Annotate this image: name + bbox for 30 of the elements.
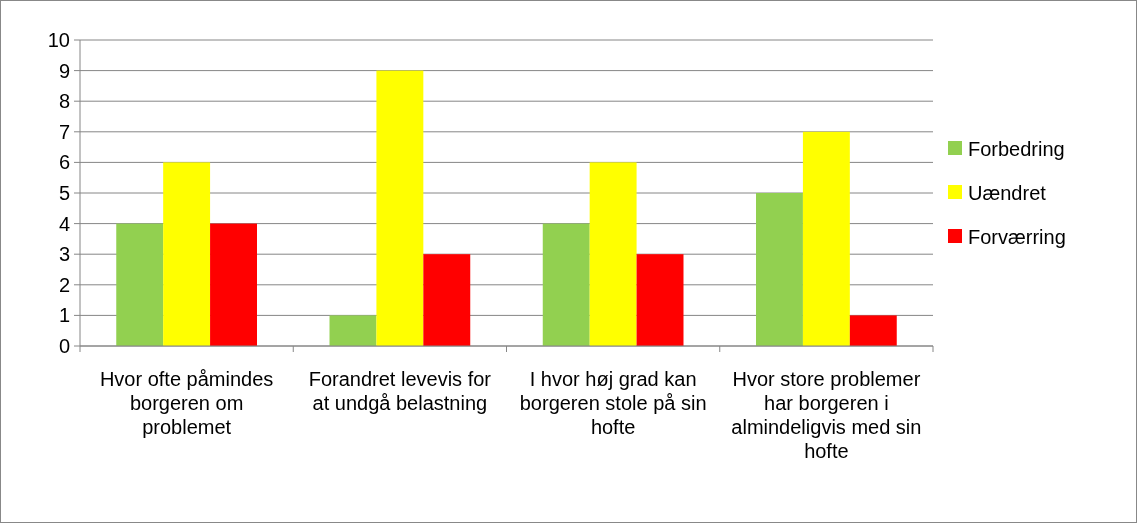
- x-tick-label: Hvor ofte påmindes borgeren om problemet: [99, 368, 274, 438]
- bar: [589, 162, 637, 346]
- x-tick-label: Hvor store problemer har borgeren i almindeligvis med sin hofte: [731, 368, 922, 462]
- y-tick-label: 4: [58, 212, 70, 235]
- x-tick-label: I hvor høj grad kan borgeren stole på sin hofte: [519, 368, 707, 438]
- y-tick-label: 6: [58, 151, 70, 174]
- y-tick-label: 1: [58, 304, 70, 327]
- legend-label: Uændret: [968, 182, 1047, 204]
- bar: [210, 223, 257, 346]
- y-tick-label: 9: [58, 59, 70, 82]
- bar: [542, 223, 590, 346]
- bar: [802, 131, 850, 346]
- bar: [756, 193, 803, 346]
- bar: [849, 315, 897, 346]
- y-tick-label: 2: [58, 273, 70, 296]
- bar: [423, 254, 471, 346]
- bar: [163, 162, 211, 346]
- y-tick-label: 7: [58, 120, 70, 143]
- bar: [636, 254, 684, 346]
- bar: [329, 315, 377, 346]
- legend-label: Forbedring: [968, 138, 1065, 160]
- bar: [376, 70, 424, 346]
- x-tick-label: Forandret levevis for at undgå belastning: [308, 368, 492, 414]
- bar: [116, 223, 164, 346]
- y-tick-label: 8: [58, 90, 70, 113]
- legend-label: Forværring: [968, 226, 1066, 248]
- y-tick-label: 3: [58, 243, 70, 266]
- y-tick-label: 0: [58, 335, 70, 357]
- y-tick-label: 10: [47, 29, 70, 51]
- y-tick-label: 5: [58, 182, 70, 204]
